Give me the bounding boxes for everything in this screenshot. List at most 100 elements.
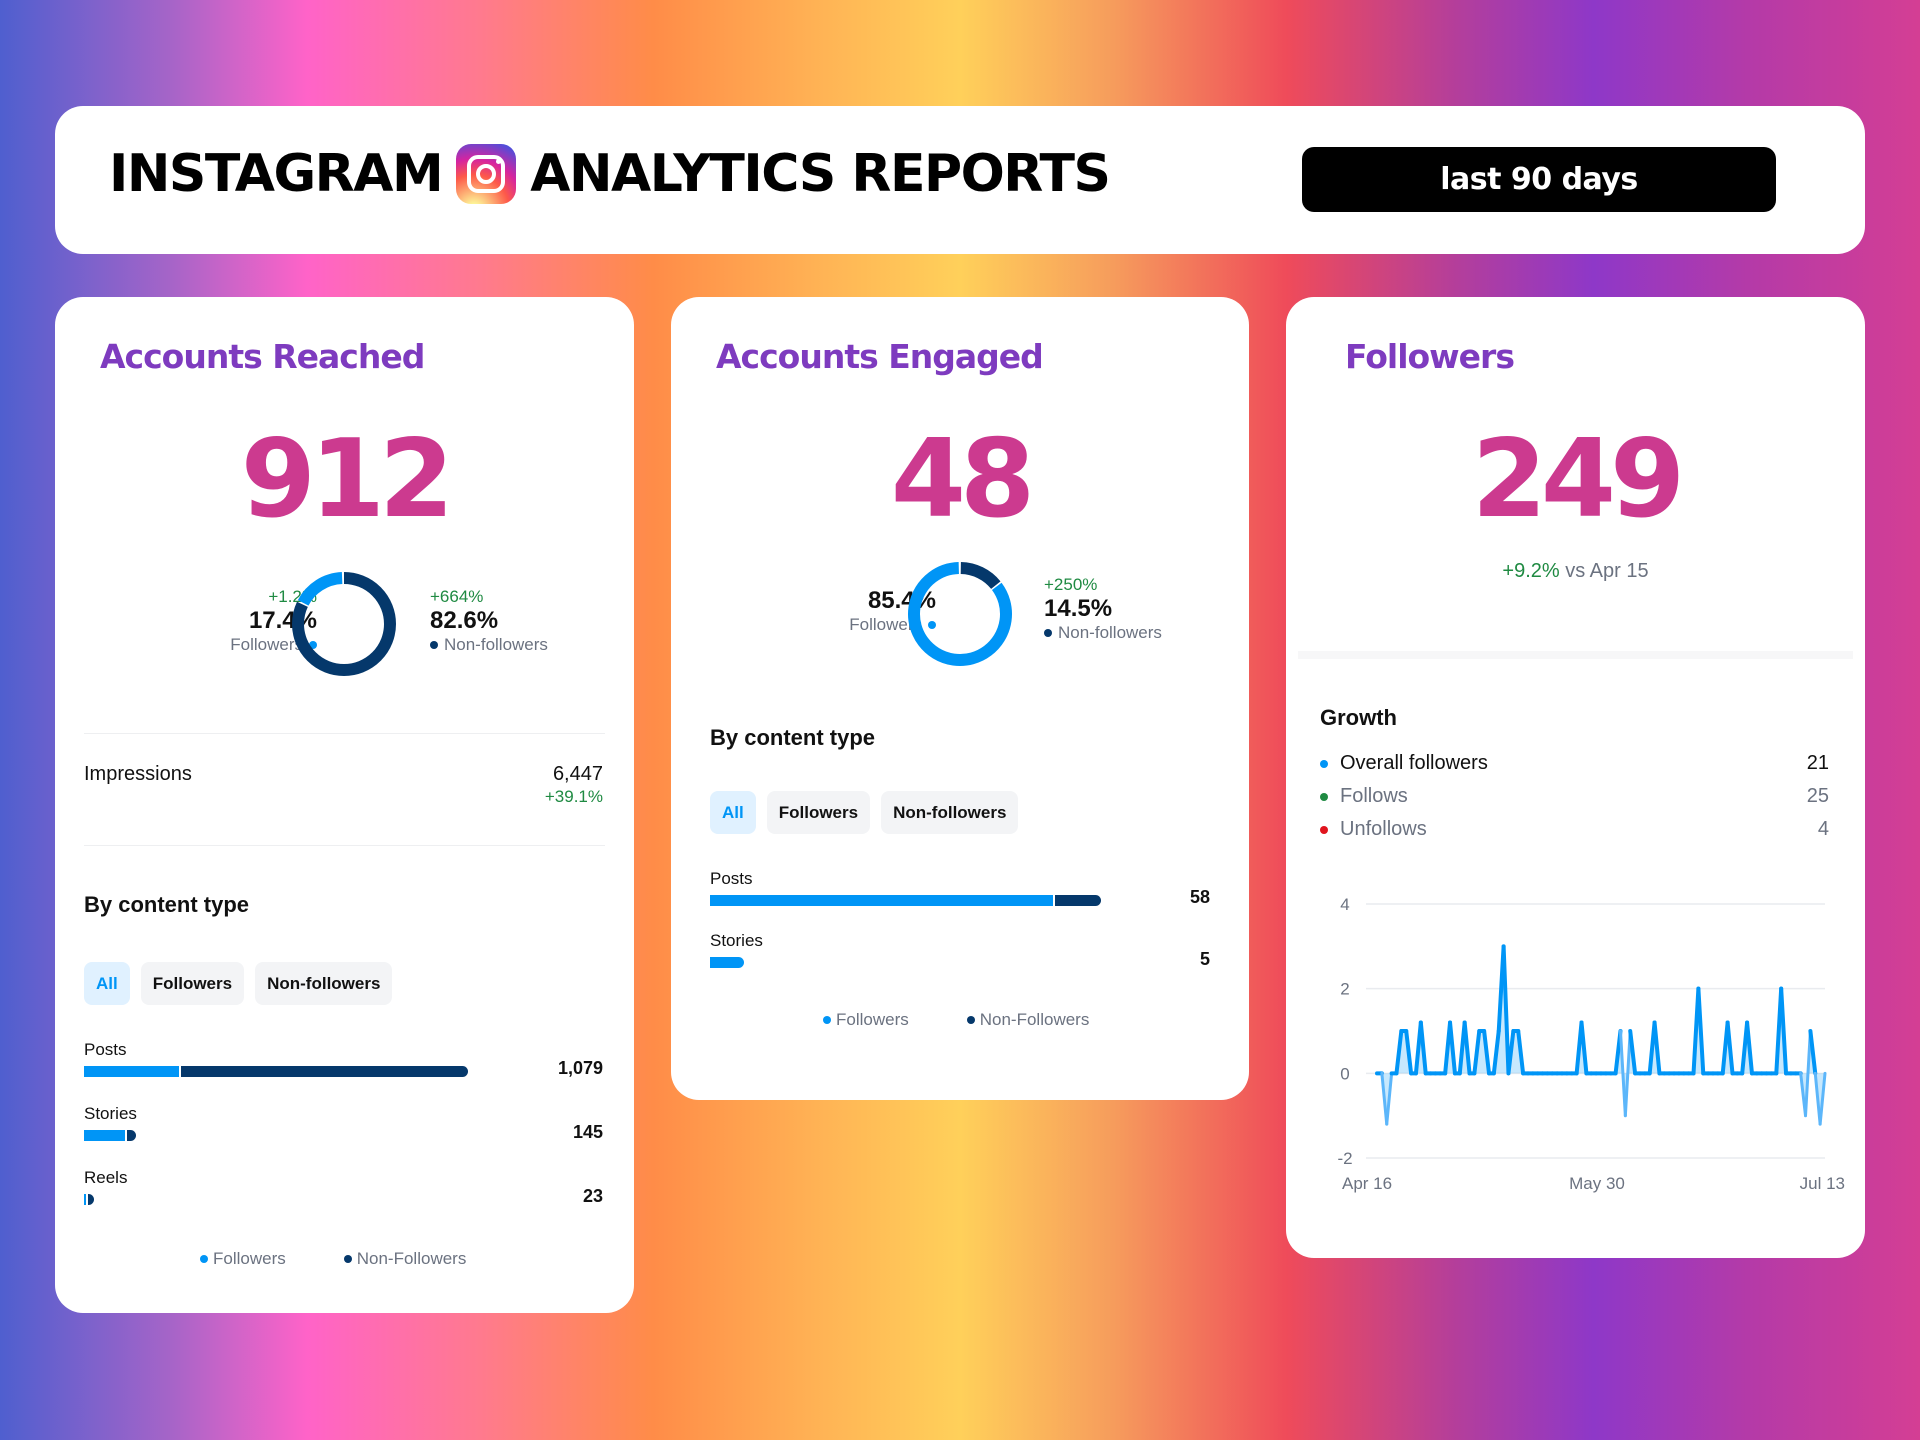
- growth-line-chart: 4 2 0 -2 Apr 16 May 30 Jul 13: [1337, 895, 1845, 1193]
- legend-non-followers: Non-Followers: [979, 1010, 1090, 1029]
- growth-line-segment: [1813, 1071, 1822, 1126]
- bar-value: 58: [1189, 887, 1210, 907]
- bar-posts: [710, 895, 1101, 906]
- growth-line-segment: [1745, 1020, 1754, 1076]
- bar-segment-followers: [710, 895, 1054, 906]
- nonfollowers-stat: +250% 14.5% Non-followers: [1044, 575, 1162, 643]
- impressions-value: 6,447: [552, 763, 603, 785]
- bar-label: Posts: [84, 1040, 127, 1059]
- followers-legend-dot-icon: [928, 621, 936, 629]
- follows-dot-icon: [1320, 792, 1328, 801]
- accounts-reached-value: 912: [240, 417, 454, 542]
- followers-legend-dot-icon: [823, 1016, 831, 1024]
- growth-value: 21: [1806, 752, 1829, 774]
- nonfollowers-label: Non-followers: [1058, 623, 1162, 642]
- followers-stat: 85.4% Followers: [731, 587, 936, 635]
- growth-item-unfollows: Unfollows 4: [1320, 813, 1829, 846]
- growth-line-segment: [1448, 1020, 1457, 1076]
- growth-value: 4: [1817, 818, 1829, 840]
- unfollows-dot-icon: [1320, 825, 1328, 834]
- period-selector-button[interactable]: last 90 days: [1302, 147, 1776, 212]
- legend-followers: Followers: [836, 1010, 909, 1029]
- growth-line-segment: [1696, 986, 1706, 1076]
- growth-line-segment: [1404, 1029, 1414, 1076]
- bar-segment-nonfollowers: [1055, 895, 1101, 906]
- chip-all[interactable]: All: [84, 962, 130, 1005]
- donut-segment-nonfollowers: [292, 572, 396, 676]
- page-title: INSTAGRAM ANALYTICS REPORTS: [109, 144, 1111, 204]
- growth-list: Overall followers 21 Follows 25 Unfollow…: [1320, 747, 1829, 846]
- nonfollowers-pct: 14.5%: [1044, 595, 1113, 622]
- x-tick-label: May 30: [1569, 1174, 1625, 1193]
- accounts-reached-card: Accounts Reached 912 +1.2% 17.4% Followe…: [55, 297, 634, 1313]
- growth-line-segment: [1779, 986, 1789, 1076]
- growth-line-segment: [1380, 1071, 1389, 1126]
- growth-line-segment: [1418, 1020, 1428, 1076]
- growth-area: [1377, 946, 1825, 1125]
- divider: [1298, 651, 1853, 659]
- growth-label: Follows: [1340, 785, 1408, 807]
- impressions-delta: +39.1%: [544, 787, 603, 806]
- impressions-label: Impressions: [84, 763, 192, 785]
- growth-line-segment: [1618, 1029, 1627, 1118]
- chip-non-followers[interactable]: Non-followers: [881, 791, 1019, 834]
- followers-label: Followers: [230, 635, 303, 654]
- growth-line-segment: [1506, 1029, 1516, 1076]
- bar-segment-nonfollowers: [88, 1194, 94, 1205]
- bar-segment-followers: [710, 957, 744, 968]
- bar-value: 1,079: [557, 1058, 603, 1078]
- content-filter-chips: All Followers Non-followers: [710, 791, 1019, 834]
- growth-line-segment: [1516, 1029, 1526, 1076]
- growth-line-segment: [1472, 1029, 1482, 1076]
- bar-segment-nonfollowers: [126, 1130, 136, 1141]
- growth-line-segment: [1394, 1029, 1404, 1076]
- chip-followers[interactable]: Followers: [140, 962, 245, 1005]
- x-tick-label: Apr 16: [1342, 1174, 1392, 1193]
- section-title: By content type: [84, 892, 250, 917]
- y-tick-label: 2: [1340, 980, 1349, 999]
- card-title: Followers: [1345, 337, 1515, 376]
- followers-legend-dot-icon: [200, 1255, 208, 1263]
- overall-dot-icon: [1320, 759, 1328, 768]
- bar-segment-followers: [84, 1194, 86, 1205]
- nonfollowers-label: Non-followers: [444, 635, 548, 654]
- growth-item-overall: Overall followers 21: [1320, 747, 1829, 780]
- content-filter-chips: All Followers Non-followers: [84, 962, 393, 1005]
- bar-stories: [84, 1130, 136, 1141]
- bar-label: Reels: [84, 1168, 128, 1187]
- nonfollowers-delta: +250%: [1044, 575, 1098, 594]
- growth-line-segment: [1628, 1029, 1638, 1076]
- followers-card: Followers 249 +9.2% vs Apr 15 Growth Ove…: [1286, 297, 1865, 1258]
- bar-value: 23: [582, 1186, 603, 1206]
- chip-all[interactable]: All: [710, 791, 756, 834]
- chip-followers[interactable]: Followers: [766, 791, 871, 834]
- title-analytics-reports: ANALYTICS REPORTS: [530, 144, 1111, 204]
- growth-label: Unfollows: [1340, 818, 1427, 840]
- bar-reels: [84, 1194, 94, 1205]
- growth-line-segment: [1491, 1029, 1501, 1076]
- growth-label: Overall followers: [1340, 752, 1488, 774]
- nonfollowers-legend-dot-icon: [343, 1255, 352, 1263]
- followers-delta: +9.2%: [1502, 560, 1560, 582]
- y-tick-label: -2: [1337, 1149, 1352, 1168]
- growth-line-segment: [1462, 1020, 1472, 1076]
- y-tick-label: 4: [1340, 895, 1349, 914]
- followers-pct: 17.4%: [248, 607, 317, 634]
- growth-line-segment: [1385, 1071, 1394, 1126]
- nonfollowers-legend-dot-icon: [966, 1016, 975, 1024]
- bar-legend: Followers Non-Followers: [823, 1010, 1089, 1030]
- bar-segment-nonfollowers: [181, 1066, 468, 1077]
- nonfollowers-delta: +664%: [430, 587, 484, 606]
- bar-segment-followers: [84, 1130, 125, 1141]
- followers-delta-suffix: vs Apr 15: [1565, 560, 1649, 582]
- bar-value: 5: [1199, 949, 1210, 969]
- growth-item-follows: Follows 25: [1320, 780, 1829, 813]
- chip-non-followers[interactable]: Non-followers: [255, 962, 393, 1005]
- nonfollowers-stat: +664% 82.6% Non-followers: [430, 587, 548, 655]
- bar-label: Stories: [710, 931, 763, 950]
- nonfollowers-pct: 82.6%: [430, 607, 499, 634]
- bar-label: Posts: [710, 869, 753, 888]
- growth-line-segment: [1482, 1029, 1491, 1076]
- nonfollowers-legend-dot-icon: [1044, 629, 1052, 637]
- growth-line-segment: [1501, 944, 1511, 1076]
